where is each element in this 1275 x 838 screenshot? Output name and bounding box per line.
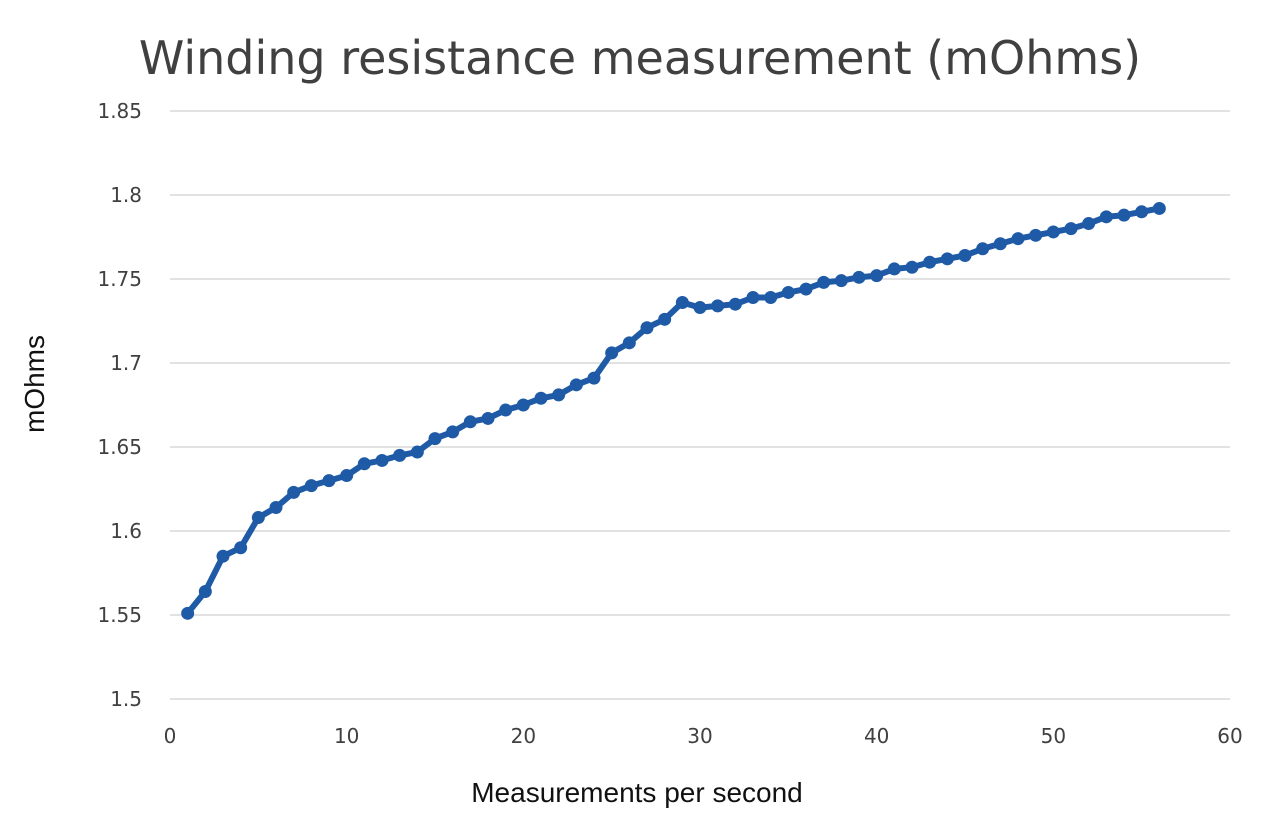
x-tick-label: 30 xyxy=(687,724,712,748)
x-tick-label: 50 xyxy=(1041,724,1066,748)
data-point xyxy=(481,411,495,425)
x-tick-label: 20 xyxy=(511,724,536,748)
data-point xyxy=(322,474,336,488)
x-tick-label: 10 xyxy=(334,724,359,748)
data-point xyxy=(622,336,636,350)
data-point xyxy=(605,346,619,360)
data-point xyxy=(304,479,318,493)
data-point xyxy=(340,469,354,483)
data-point xyxy=(658,312,672,326)
series-line xyxy=(184,205,1163,617)
data-point xyxy=(534,391,548,405)
y-tick-label: 1.7 xyxy=(110,351,142,375)
data-point xyxy=(234,541,248,555)
data-point xyxy=(870,269,884,283)
data-point xyxy=(940,252,954,266)
y-tick-label: 1.6 xyxy=(110,519,142,543)
data-point xyxy=(834,274,848,288)
data-point xyxy=(1011,232,1025,246)
data-point xyxy=(357,457,371,471)
x-tick-label: 0 xyxy=(164,724,177,748)
data-point xyxy=(375,453,389,467)
data-point xyxy=(746,290,760,304)
data-point xyxy=(552,388,566,402)
data-point xyxy=(1064,222,1078,236)
data-point xyxy=(675,296,689,310)
data-point xyxy=(393,448,407,462)
data-point xyxy=(852,270,866,284)
y-tick-label: 1.75 xyxy=(97,267,142,291)
y-axis-ticks: 1.5 1.55 1.6 1.65 1.7 1.75 1.8 1.85 xyxy=(97,99,142,711)
series-group xyxy=(181,201,1166,620)
data-point xyxy=(817,275,831,289)
data-point xyxy=(446,425,460,439)
data-point xyxy=(1152,201,1166,215)
data-point xyxy=(993,237,1007,251)
data-point xyxy=(1117,208,1131,222)
data-point xyxy=(198,584,212,598)
chart-title: Winding resistance measurement (mOhms) xyxy=(139,31,1141,85)
y-tick-label: 1.5 xyxy=(110,687,142,711)
x-axis-label: Measurements per second xyxy=(471,777,803,808)
data-point xyxy=(516,398,530,412)
data-point xyxy=(216,549,230,563)
data-point xyxy=(693,301,707,315)
data-point xyxy=(1046,225,1060,239)
gridlines xyxy=(170,110,1230,700)
data-point xyxy=(569,378,583,392)
data-point xyxy=(781,285,795,299)
data-point xyxy=(181,606,195,620)
data-point xyxy=(287,485,301,499)
data-point xyxy=(1029,228,1043,242)
y-tick-label: 1.8 xyxy=(110,183,142,207)
data-point xyxy=(463,415,477,429)
data-point xyxy=(1099,210,1113,224)
data-point xyxy=(799,282,813,296)
data-point xyxy=(887,262,901,276)
data-point xyxy=(976,242,990,256)
data-point xyxy=(251,511,265,525)
y-axis-label: mOhms xyxy=(19,335,50,433)
data-point xyxy=(1135,205,1149,219)
data-point xyxy=(923,255,937,269)
y-tick-label: 1.55 xyxy=(97,603,142,627)
x-tick-label: 60 xyxy=(1217,724,1242,748)
data-point xyxy=(958,248,972,262)
data-point xyxy=(728,297,742,311)
data-point xyxy=(711,299,725,313)
data-point xyxy=(269,500,283,514)
data-point xyxy=(640,321,654,335)
data-point xyxy=(499,403,513,417)
x-axis-ticks: 0 10 20 30 40 50 60 xyxy=(164,724,1243,748)
data-point xyxy=(410,445,424,459)
y-tick-label: 1.85 xyxy=(97,99,142,123)
data-point xyxy=(428,432,442,446)
data-point xyxy=(587,371,601,385)
data-point xyxy=(1082,217,1096,231)
data-point xyxy=(905,260,919,274)
x-tick-label: 40 xyxy=(864,724,889,748)
y-tick-label: 1.65 xyxy=(97,435,142,459)
data-point xyxy=(764,290,778,304)
